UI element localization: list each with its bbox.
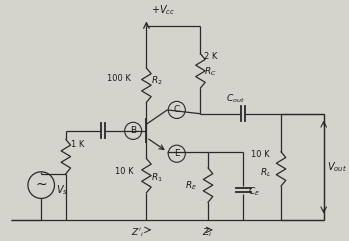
Text: $R_C$: $R_C$ [204,66,217,78]
Text: $R_E$: $R_E$ [185,180,198,192]
Text: B: B [130,126,136,135]
Text: 2 K: 2 K [204,53,218,61]
Text: C: C [174,105,180,114]
Text: $R_1$: $R_1$ [151,171,163,184]
Text: 1 K: 1 K [70,140,84,149]
Text: 100 K: 100 K [106,74,131,83]
Text: $+V_{cc}$: $+V_{cc}$ [151,3,176,17]
Text: $Z_i$: $Z_i$ [202,227,213,239]
Text: E: E [174,149,180,158]
Text: $R_L$: $R_L$ [260,167,272,179]
Text: $C_E$: $C_E$ [248,186,260,198]
Text: 10 K: 10 K [115,167,134,176]
Text: $C_{out}$: $C_{out}$ [226,92,245,105]
Text: $R_2$: $R_2$ [151,74,163,87]
Text: $Z'_i$: $Z'_i$ [131,227,144,239]
Text: ~: ~ [35,178,47,192]
Text: $V_s$: $V_s$ [57,183,68,196]
Text: $V_{out}$: $V_{out}$ [327,160,347,174]
Text: 10 K: 10 K [251,150,269,159]
